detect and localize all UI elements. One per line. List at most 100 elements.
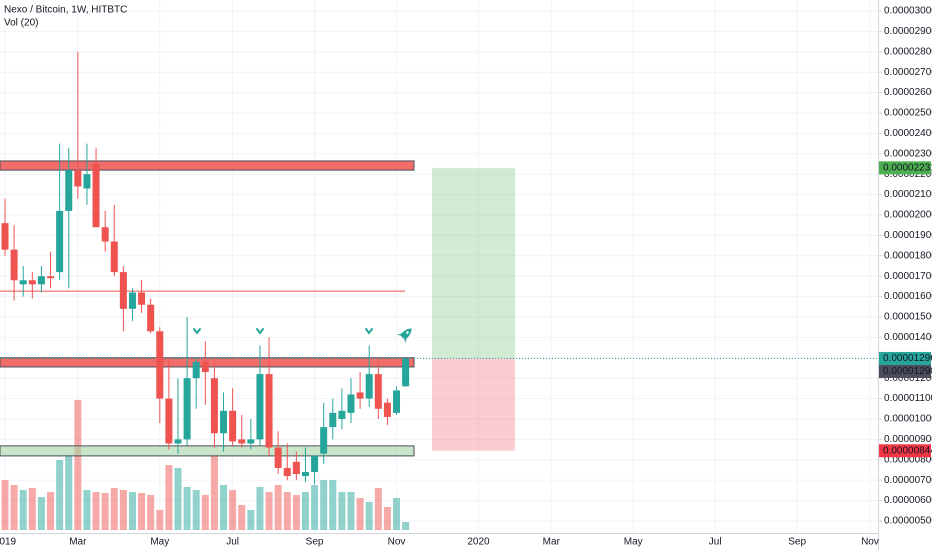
zone: [0, 445, 415, 457]
candle-body: [402, 358, 410, 387]
volume-bar: [47, 492, 55, 530]
candle-body: [74, 170, 82, 187]
volume-bar: [19, 490, 27, 530]
x-tick-label: Nov: [388, 537, 406, 548]
volume-bar: [174, 468, 182, 530]
candle-body: [247, 439, 255, 444]
candle-body: [19, 280, 27, 285]
volume-bar: [183, 487, 191, 530]
candle-body: [156, 331, 164, 399]
volume-bar: [37, 497, 45, 530]
volume-bar: [101, 493, 109, 530]
y-tick-label: 0.000018000: [884, 250, 932, 261]
x-tick-label: Sep: [306, 537, 324, 548]
volume-bar: [128, 492, 136, 530]
volume-bar: [74, 400, 82, 530]
volume-bar: [347, 492, 355, 530]
candle-body: [383, 402, 391, 417]
volume-bar: [1, 480, 9, 530]
candle-body: [338, 410, 346, 419]
y-tick-label: 0.000006000: [884, 495, 932, 506]
candle-body: [65, 170, 73, 211]
volume-bar: [365, 502, 373, 530]
price-label-text: 0.000012900: [883, 366, 932, 377]
x-tick-label: Mar: [543, 537, 561, 548]
candle-body: [283, 467, 291, 477]
candle-body: [92, 164, 100, 228]
candle-body: [10, 249, 18, 281]
candle-body: [301, 472, 309, 477]
volume-bar: [192, 490, 200, 530]
candle-body: [47, 276, 55, 279]
volume-bar: [283, 492, 291, 530]
x-tick-label: 2019: [0, 537, 17, 548]
volume-bar: [256, 487, 264, 530]
candle-body: [229, 410, 237, 442]
volume-bar: [138, 493, 146, 530]
candle-body: [28, 280, 36, 285]
y-tick-label: 0.000011000: [884, 393, 932, 404]
candle-body: [201, 361, 209, 373]
y-tick-label: 0.000008000: [884, 454, 932, 465]
candle-body: [128, 292, 136, 309]
volume-bar: [201, 495, 209, 530]
candle-body: [56, 210, 64, 273]
x-tick-label: May: [150, 537, 169, 548]
check-marker: [256, 328, 264, 335]
volume-bar: [338, 492, 346, 530]
price-label: [879, 444, 931, 458]
volume-bar: [356, 498, 364, 530]
y-tick-label: 0.000017000: [884, 271, 932, 282]
volume-bar: [265, 492, 273, 530]
x-tick-label: 2020: [467, 537, 490, 548]
x-tick-label: Sep: [788, 537, 806, 548]
candle-body: [183, 378, 191, 440]
volume-bar: [147, 495, 155, 530]
volume-bar: [65, 455, 73, 530]
candle-body: [83, 174, 91, 189]
candle-body: [256, 374, 264, 440]
volume-bar: [10, 485, 18, 530]
volume-bar: [292, 495, 300, 530]
y-tick-label: 0.000022000: [884, 169, 932, 180]
price-label-text: 0.000022312: [883, 162, 932, 173]
y-tick-label: 0.000019000: [884, 230, 932, 241]
volume-bar: [92, 492, 100, 530]
volume-bar: [210, 455, 218, 530]
y-tick-label: 0.000009000: [884, 434, 932, 445]
candle-body: [119, 272, 127, 309]
markers: [193, 328, 373, 335]
candle-body: [220, 410, 228, 434]
candle-body: [274, 447, 282, 468]
y-tick-label: 0.000030000: [884, 6, 932, 17]
x-tick-label: Mar: [69, 537, 87, 548]
y-tick-label: 0.000014000: [884, 332, 932, 343]
volume-bar: [220, 485, 228, 530]
volume-bar: [83, 490, 91, 530]
y-tick-label: 0.000005000: [884, 516, 932, 527]
volume-bar: [238, 505, 246, 530]
volume-bar: [383, 507, 391, 530]
volume-bar: [274, 485, 282, 530]
candle-body: [365, 374, 373, 399]
candle-body: [265, 374, 273, 448]
zone: [0, 160, 415, 171]
price-label: [879, 364, 931, 378]
y-tick-label: 0.000028000: [884, 46, 932, 57]
candle-body: [165, 398, 173, 444]
volume-bar: [311, 485, 319, 530]
volume-bar: [393, 498, 401, 530]
stop-box: [432, 358, 515, 451]
volume-bar: [320, 480, 328, 530]
candle-body: [238, 439, 246, 444]
y-tick-label: 0.000023000: [884, 148, 932, 159]
price-label: [879, 351, 931, 365]
y-tick-label: 0.000016000: [884, 291, 932, 302]
rocket-icon: [396, 328, 412, 344]
volume-bar: [28, 488, 36, 530]
y-tick-label: 0.000010000: [884, 414, 932, 425]
candle-body: [347, 394, 355, 413]
x-tick-label: Nov: [861, 537, 879, 548]
candle-body: [138, 292, 146, 305]
